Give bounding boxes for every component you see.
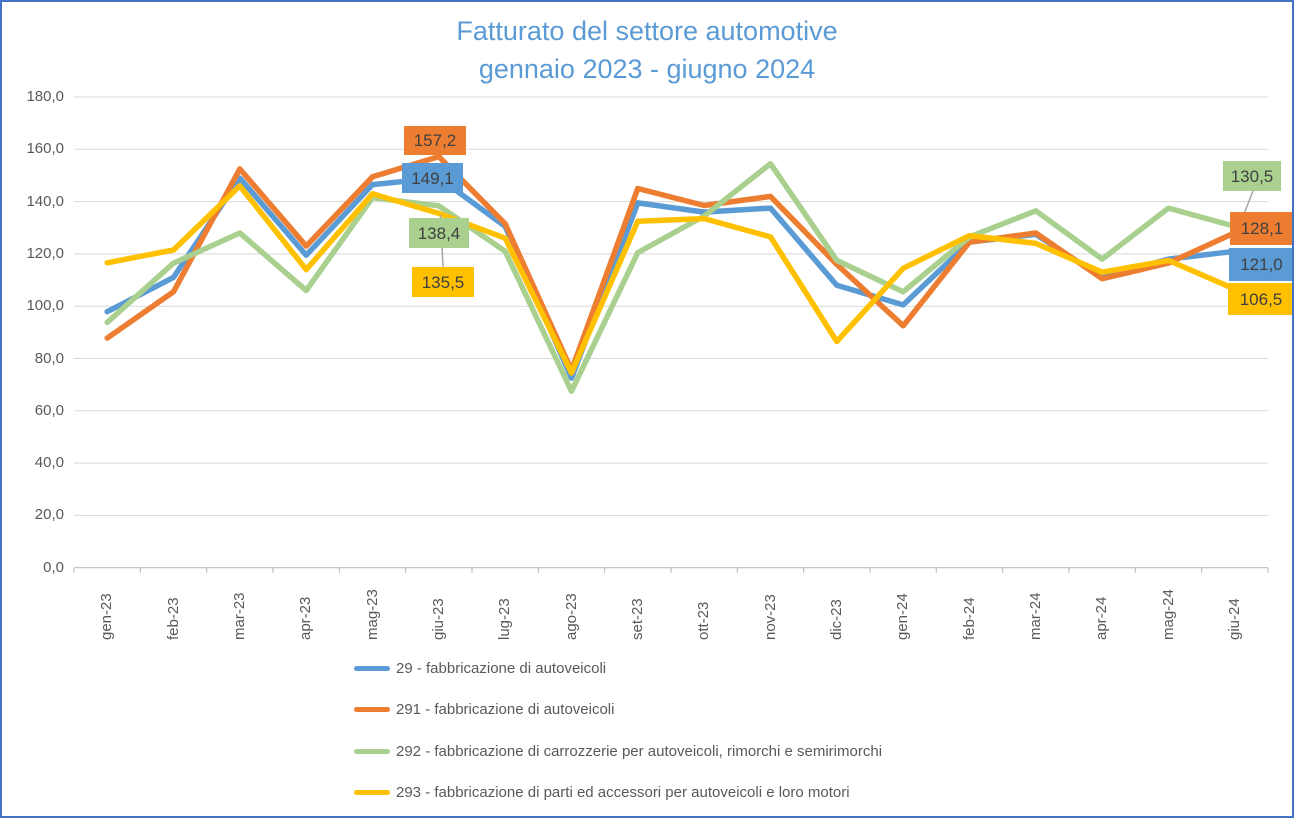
legend-swatch-293 [354, 790, 390, 795]
legend-swatch-292 [354, 748, 390, 754]
x-axis-month-label: nov-23 [761, 594, 779, 640]
legend-label-292: 292 - fabbricazione di carrozzerie per a… [396, 742, 883, 760]
x-axis-month-label: giu-23 [429, 598, 447, 640]
legend-swatch-29 [354, 665, 390, 671]
legend-item-293: 293 - fabbricazione di parti ed accessor… [354, 782, 850, 804]
y-axis-tick-label: 120,0 [26, 244, 64, 262]
x-axis-month-label: feb-24 [960, 597, 978, 640]
x-axis-month-label: mag-24 [1159, 589, 1177, 640]
legend-swatch-291 [354, 707, 390, 712]
x-axis-month-label: dic-23 [827, 599, 845, 640]
legend-label-293: 293 - fabbricazione di parti ed accessor… [396, 784, 850, 801]
legend-item-29: 29 - fabbricazione di autoveicoli [354, 657, 606, 679]
x-axis-month-label: feb-23 [164, 597, 182, 640]
data-label-293-giu-23: 135,5 [412, 267, 474, 297]
chart-title: Fatturato del settore automotive gennaio… [2, 12, 1292, 88]
series-line-292 [104, 160, 1238, 394]
data-label-291-giu-23: 157,2 [404, 126, 466, 155]
y-axis-tick-label: 40,0 [34, 454, 64, 472]
x-axis-month-label: gen-23 [98, 593, 116, 640]
y-axis-tick-label: 100,0 [26, 297, 64, 315]
x-axis-month-label: ott-23 [695, 601, 713, 640]
legend-label-291: 291 - fabbricazione di autoveicoli [396, 701, 615, 718]
series-line-291 [104, 153, 1238, 374]
y-axis-tick-label: 60,0 [34, 401, 64, 419]
series-line-293 [104, 183, 1238, 376]
data-label-291-giu-24: 128,1 [1230, 212, 1292, 245]
data-label-29-giu-23: 149,1 [402, 163, 463, 193]
y-axis-tick-label: 140,0 [26, 192, 64, 210]
data-label-293-giu-24: 106,5 [1228, 283, 1292, 315]
x-axis-month-label: ago-23 [562, 593, 580, 640]
data-label-292-giu-24: 130,5 [1223, 161, 1281, 191]
y-axis-tick-label: 160,0 [26, 140, 64, 158]
x-axis-month-label: apr-24 [1093, 596, 1111, 640]
x-axis-month-label: giu-24 [1225, 598, 1243, 640]
y-axis-tick-label: 20,0 [34, 506, 64, 524]
legend-label-29: 29 - fabbricazione di autoveicoli [396, 659, 607, 677]
x-axis-month-label: apr-23 [297, 596, 315, 640]
x-axis-month-label: mar-24 [1026, 592, 1044, 640]
data-label-292-giu-23: 138,4 [409, 218, 469, 248]
x-axis-month-label: gen-24 [894, 593, 912, 640]
chart-title-line2: gennaio 2023 - giugno 2024 [478, 54, 816, 84]
y-axis-tick-label: 0,0 [43, 558, 64, 576]
y-axis-tick-label: 180,0 [26, 88, 64, 105]
legend-item-291: 291 - fabbricazione di autoveicoli [354, 699, 614, 721]
x-axis-month-label: mag-23 [363, 589, 381, 640]
x-axis-month-label: lug-23 [496, 598, 514, 640]
y-axis-tick-label: 80,0 [34, 349, 64, 367]
legend-item-292: 292 - fabbricazione di carrozzerie per a… [354, 740, 882, 762]
x-axis-month-label: set-23 [628, 598, 646, 640]
data-label-29-giu-24: 121,0 [1229, 248, 1292, 281]
chart-title-line1: Fatturato del settore automotive [456, 16, 838, 46]
x-axis-month-label: mar-23 [230, 592, 248, 640]
